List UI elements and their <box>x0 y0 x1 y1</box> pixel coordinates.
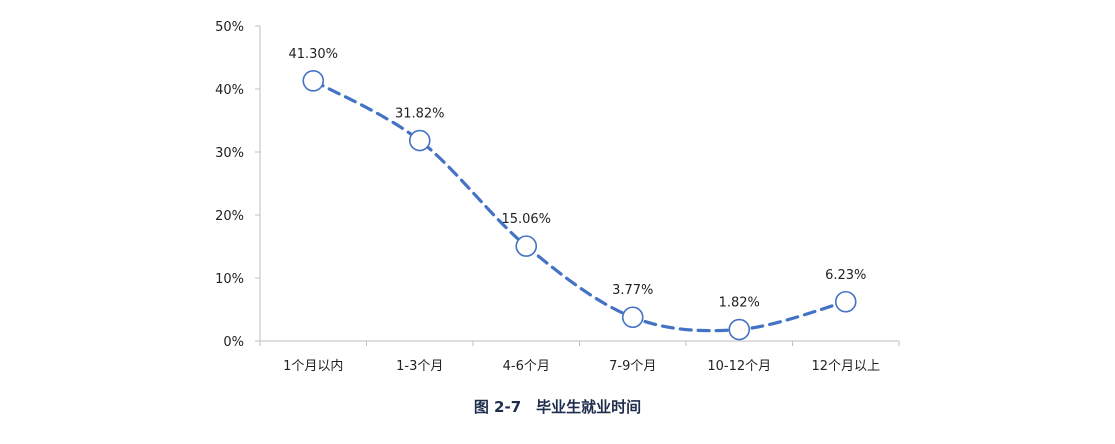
y-tick-label: 0% <box>223 335 244 350</box>
data-point-marker <box>302 70 325 92</box>
series-line-group <box>311 79 848 333</box>
data-labels: 41.30% 31.82% 15.06% 3.77% 1.82% 6.23% <box>288 47 866 311</box>
data-point-marker <box>728 318 751 341</box>
data-label: 15.06% <box>501 212 551 227</box>
figure-caption: 图 2-7 毕业生就业时间 <box>473 398 642 416</box>
x-tick-label: 1-3个月 <box>396 359 443 374</box>
data-label: 41.30% <box>288 47 338 62</box>
data-label: 3.77% <box>612 283 653 298</box>
data-label: 6.23% <box>825 268 866 283</box>
x-tick-label: 4-6个月 <box>503 359 550 374</box>
x-tick-label: 7-9个月 <box>609 359 656 374</box>
y-axis-ticks: 0% 10% 20% 30% 40% 50% <box>215 20 260 350</box>
data-label: 31.82% <box>395 107 445 122</box>
y-tick-label: 50% <box>215 20 244 35</box>
x-tick-label: 1个月以内 <box>283 358 343 374</box>
data-point-marker <box>515 235 538 257</box>
y-tick-label: 30% <box>215 146 244 161</box>
y-tick-label: 10% <box>215 272 244 287</box>
data-points <box>302 70 857 341</box>
y-tick-label: 20% <box>215 209 244 224</box>
x-axis-ticks: 1个月以内 1-3个月 4-6个月 7-9个月 10-12个月 12个月以上 <box>259 341 900 374</box>
data-point-marker <box>408 129 431 152</box>
x-tick-label: 12个月以上 <box>811 359 880 374</box>
data-point-marker <box>621 306 644 329</box>
data-point-marker <box>834 290 857 313</box>
series-line <box>311 79 848 333</box>
y-tick-label: 40% <box>215 83 244 98</box>
x-tick-label: 10-12个月 <box>707 359 771 374</box>
chart-axes <box>259 26 899 342</box>
data-label: 1.82% <box>719 296 760 311</box>
